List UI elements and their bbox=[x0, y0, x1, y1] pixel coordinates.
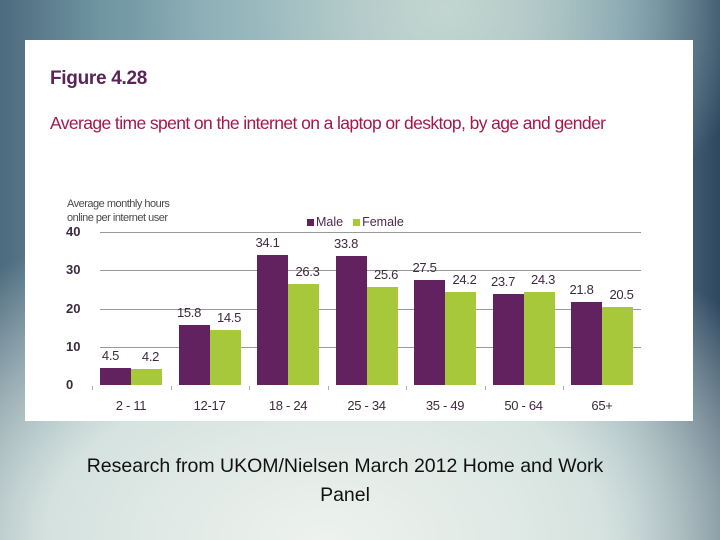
data-label-male: 15.8 bbox=[176, 304, 202, 320]
bar-female bbox=[366, 287, 398, 385]
y-axis-label-line1: Average monthly hours bbox=[67, 198, 170, 210]
legend-item-female: Female bbox=[353, 215, 404, 229]
bar-female bbox=[209, 329, 241, 385]
bar-male bbox=[335, 255, 367, 385]
legend-male-label: Male bbox=[316, 215, 344, 229]
bar-female bbox=[523, 292, 555, 385]
female-swatch-icon bbox=[353, 218, 361, 226]
x-tick bbox=[327, 386, 329, 390]
bar-female bbox=[445, 292, 476, 385]
figure-panel: Figure 4.28 Average time spent on the in… bbox=[25, 40, 693, 421]
bar-female bbox=[131, 368, 162, 385]
x-category-label: 18 - 24 bbox=[268, 398, 308, 413]
data-label-female: 26.3 bbox=[295, 264, 320, 280]
x-tick bbox=[249, 386, 250, 390]
data-label-male: 4.5 bbox=[101, 347, 120, 363]
x-tick bbox=[170, 386, 172, 390]
caption-line2: Panel bbox=[320, 484, 370, 506]
y-tick-30: 30 bbox=[66, 262, 81, 277]
y-tick-40: 40 bbox=[66, 224, 81, 239]
x-tick bbox=[484, 386, 486, 390]
y-axis-label-line2: online per internet user bbox=[67, 212, 168, 224]
figure-subtitle: Average time spent on the internet on a … bbox=[50, 113, 606, 133]
x-category-label: 2 - 11 bbox=[115, 398, 147, 413]
x-tick bbox=[406, 386, 407, 390]
data-label-female: 4.2 bbox=[141, 348, 160, 364]
source-caption: Research from UKOM/Nielsen March 2012 Ho… bbox=[0, 452, 690, 510]
y-tick-20: 20 bbox=[66, 301, 81, 316]
figure-title: Figure 4.28 bbox=[50, 68, 148, 89]
gridline-30 bbox=[100, 270, 641, 271]
data-label-female: 24.2 bbox=[452, 272, 477, 288]
y-axis-label: Average monthly hours online per interne… bbox=[67, 197, 227, 225]
data-label-female: 24.3 bbox=[530, 272, 556, 288]
data-label-female: 14.5 bbox=[216, 309, 242, 325]
bar-male bbox=[178, 324, 210, 385]
x-category-label: 12-17 bbox=[193, 398, 226, 413]
chart-legend: Male Female bbox=[307, 215, 404, 229]
data-label-female: 20.5 bbox=[609, 286, 634, 302]
y-tick-10: 10 bbox=[66, 339, 81, 354]
y-tick-0: 0 bbox=[66, 377, 74, 392]
caption-line1: Research from UKOM/Nielsen March 2012 Ho… bbox=[86, 455, 604, 477]
data-label-male: 21.8 bbox=[569, 281, 594, 297]
x-category-label: 35 - 49 bbox=[425, 398, 465, 413]
gridline-40 bbox=[100, 232, 641, 233]
bar-male bbox=[100, 367, 131, 385]
bar-female bbox=[602, 306, 633, 385]
bar-male bbox=[257, 254, 288, 385]
x-category-label: 65+ bbox=[591, 398, 613, 413]
x-category-label: 50 - 64 bbox=[504, 398, 543, 413]
male-swatch-icon bbox=[307, 218, 314, 226]
data-label-female: 25.6 bbox=[373, 267, 399, 283]
x-category-label: 25 - 34 bbox=[347, 398, 386, 413]
x-tick bbox=[92, 386, 93, 390]
legend-item-male: Male bbox=[307, 215, 343, 229]
legend-female-label: Female bbox=[362, 215, 404, 229]
bar-male bbox=[492, 294, 524, 385]
data-label-male: 27.5 bbox=[412, 259, 437, 275]
bar-male bbox=[571, 301, 602, 385]
bar-female bbox=[288, 284, 319, 385]
bar-male bbox=[414, 279, 445, 385]
data-label-male: 23.7 bbox=[490, 274, 516, 290]
data-label-male: 33.8 bbox=[333, 235, 359, 251]
data-label-male: 34.1 bbox=[255, 234, 280, 250]
x-tick bbox=[563, 386, 564, 390]
